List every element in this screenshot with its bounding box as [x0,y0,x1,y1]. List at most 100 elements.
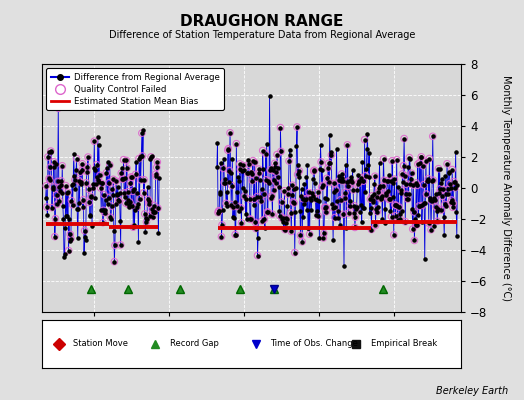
Point [316,166,324,172]
Point [217,160,225,166]
Point [51,216,60,222]
Point [413,161,422,167]
Point [58,162,67,169]
Point [387,213,396,220]
Point [248,170,256,177]
Point [250,159,259,166]
Point [99,220,107,226]
Point [291,209,300,215]
Point [51,216,60,222]
Text: DRAUGHON RANGE: DRAUGHON RANGE [180,14,344,29]
Point [253,194,261,200]
Point [82,180,91,186]
Point [64,189,72,196]
Point [390,232,398,238]
Point [130,222,139,228]
Point [255,170,264,176]
Point [90,138,99,144]
Point [393,203,401,210]
Point [112,178,121,184]
Point [246,216,254,222]
Point [298,186,306,192]
Point [385,196,393,202]
Point [405,191,413,198]
Point [379,156,388,162]
Point [418,202,427,209]
Point [237,220,246,226]
Point [51,234,59,240]
Point [262,176,270,183]
Point [444,186,452,192]
Point [61,182,70,189]
Point [417,154,425,160]
Point [411,222,420,228]
Point [138,130,146,136]
Point [84,186,93,192]
Point [418,218,426,225]
Point [249,157,257,164]
Point [246,216,255,222]
Point [146,156,155,162]
Point [286,152,294,158]
Point [450,179,458,186]
Point [126,180,135,186]
Point [325,131,334,138]
Point [134,238,143,245]
Point [280,188,289,194]
Point [84,186,93,192]
Point [316,142,325,148]
Point [453,233,461,240]
Point [75,177,83,184]
Point [361,188,369,195]
Point [354,172,363,178]
Point [244,170,252,176]
Point [384,178,392,184]
Point [405,154,413,161]
Point [78,167,86,174]
Point [235,177,244,184]
Point [425,155,433,162]
Point [368,193,376,199]
Point [131,207,139,213]
Point [150,209,159,215]
Point [88,222,96,229]
Point [264,209,272,216]
Point [301,197,309,203]
Point [320,230,328,236]
Point [106,162,114,168]
Point [71,186,80,192]
Point [361,136,369,143]
Point [381,190,390,196]
Point [241,188,249,194]
Point [277,199,286,205]
Point [276,212,284,219]
Point [293,124,301,130]
Point [110,258,118,265]
Point [122,200,130,206]
Point [277,148,285,155]
Point [391,202,399,208]
Point [356,174,365,181]
Point [397,187,406,194]
Point [301,196,310,202]
Point [286,146,294,153]
Point [299,196,307,202]
Point [406,180,414,187]
Point [137,152,146,159]
Point [78,161,86,167]
Point [215,208,223,214]
Point [405,154,413,161]
Point [232,140,241,147]
Point [353,204,361,210]
Point [222,200,230,206]
Point [56,187,64,194]
Point [311,180,319,187]
Point [425,195,434,201]
Point [370,181,378,187]
Point [387,178,395,184]
Point [404,164,412,170]
Point [324,165,332,171]
Point [139,127,147,134]
Point [453,182,462,188]
Point [244,157,253,163]
